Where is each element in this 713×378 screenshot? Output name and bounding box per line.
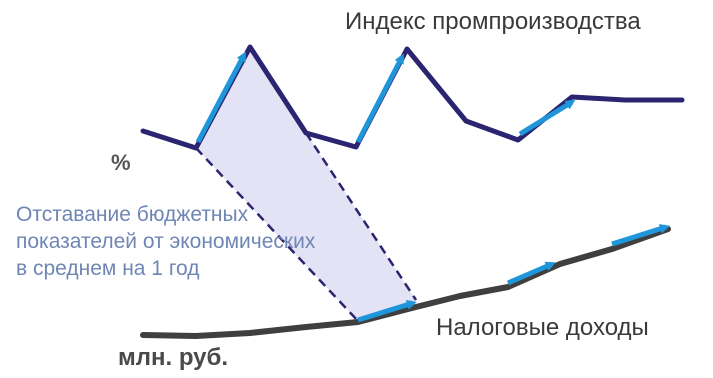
index-arrow-3: [518, 99, 576, 137]
lag-annotation: Отставание бюджетных показателей от экон…: [16, 201, 396, 282]
percent-unit-label: %: [111, 150, 131, 175]
lag-annotation-line-1: Отставание бюджетных: [16, 203, 249, 226]
taxes-arrow-1: [357, 299, 417, 323]
rub-unit-label: млн. руб.: [118, 344, 229, 371]
index-arrow-2: [355, 53, 405, 144]
lag-band-left-edge: [195, 147, 359, 322]
index-arrow-1: [195, 51, 247, 144]
lag-band-right-edge: [304, 132, 418, 301]
taxes-arrow-2: [507, 261, 556, 286]
index-series-label: Индекс промпроизводства: [345, 8, 641, 35]
taxes-series-label: Налоговые доходы: [436, 314, 649, 341]
lag-band: [196, 47, 416, 321]
taxes-arrow-3: [611, 224, 670, 247]
lag-annotation-line-3: в среднем на 1 год: [16, 257, 200, 280]
lag-annotation-line-2: показателей от экономических: [16, 230, 316, 253]
